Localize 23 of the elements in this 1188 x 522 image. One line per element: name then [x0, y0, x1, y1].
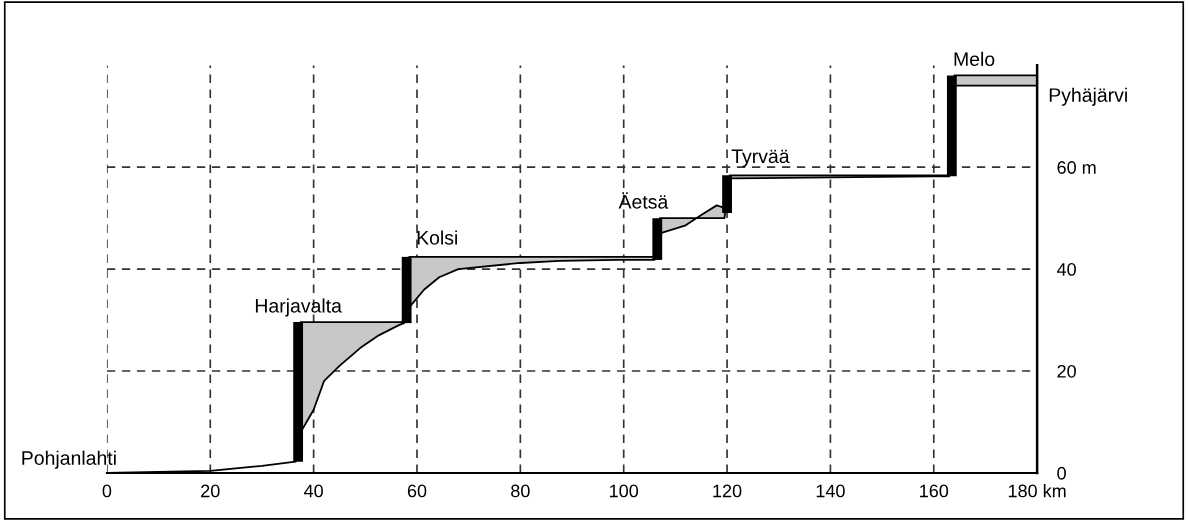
- bar: [652, 218, 663, 260]
- y-tick-label: 20: [1057, 364, 1076, 378]
- x-tick-label: 160: [920, 484, 949, 498]
- x-tick-label: 100: [610, 484, 639, 498]
- x-tick-label: 60: [407, 484, 427, 498]
- annotation: Äetsä: [618, 192, 669, 209]
- y-tick-label: 40: [1056, 263, 1076, 276]
- annotation: Kolsi: [417, 230, 457, 245]
- x-tick-label: 40: [304, 484, 323, 498]
- x-tick-label: 180 km: [1008, 484, 1066, 498]
- annotation: Pyhäjärvi: [1049, 87, 1127, 106]
- x-tick-label: 140: [816, 484, 845, 498]
- x-tick-label: 80: [511, 484, 530, 498]
- x-tick-label: 20: [201, 484, 220, 498]
- annotation: Pohjanlahti: [22, 450, 116, 469]
- x-tick-label: 120: [713, 484, 742, 498]
- annotation: Tyrvää: [731, 149, 790, 167]
- y-tick-label: 60 m: [1057, 161, 1096, 174]
- y-tick-label: 0: [1057, 466, 1066, 480]
- annotation: Melo: [954, 51, 995, 67]
- x-tick-label: 0: [102, 484, 112, 498]
- bar: [722, 175, 732, 214]
- annotation: Harjavalta: [255, 298, 342, 317]
